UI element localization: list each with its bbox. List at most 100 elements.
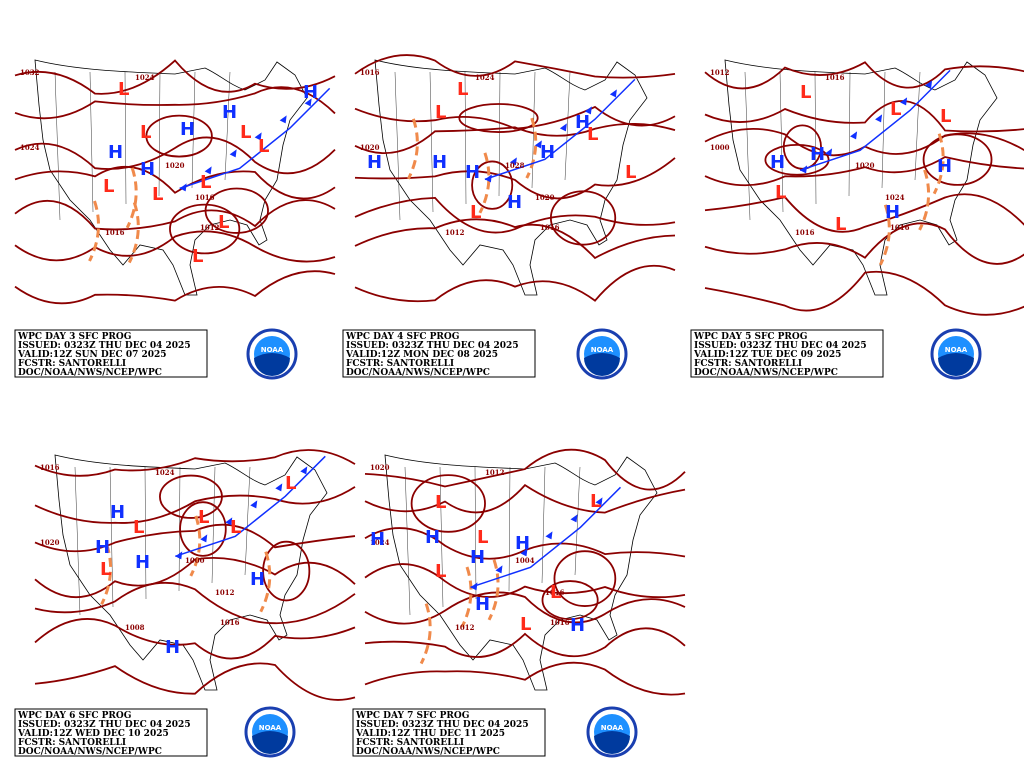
isobar: [704, 156, 1024, 187]
state-line: [124, 71, 127, 205]
isobar-label: 1000: [185, 556, 205, 565]
isobar: [14, 165, 336, 200]
pressure-center: H: [108, 142, 123, 163]
caption-line: DOC/NOAA/NWS/NCEP/WPC: [18, 747, 162, 757]
pressure-center: L: [800, 82, 811, 103]
pressure-center: L: [587, 124, 598, 145]
isobar: [354, 54, 676, 79]
caption-line: DOC/NOAA/NWS/NCEP/WPC: [346, 368, 490, 378]
isobar-label: 1024: [20, 143, 40, 152]
pressure-center: H: [770, 152, 785, 173]
isobar: [364, 661, 686, 696]
caption-box: [14, 708, 208, 757]
isobar: [34, 581, 356, 625]
isobar: [354, 123, 676, 154]
caption-box: [690, 329, 884, 378]
isobar: [34, 556, 356, 599]
state-line: [881, 71, 886, 189]
pressure-center: L: [590, 491, 601, 512]
isobar-label: 1012: [710, 68, 730, 77]
pressure-center: L: [240, 122, 251, 143]
front-pip: [534, 140, 542, 149]
pressure-center: H: [515, 533, 530, 554]
trough: [525, 117, 538, 179]
pressure-center: H: [470, 547, 485, 568]
isobar: [364, 627, 686, 658]
caption-line: WPC DAY 6 SFC PROG: [17, 711, 131, 721]
isobar: [922, 133, 993, 186]
trough: [918, 169, 931, 231]
state-line: [744, 71, 751, 221]
isobar: [458, 103, 539, 133]
isobar: [14, 199, 336, 231]
isobar: [364, 483, 686, 514]
isobar: [34, 449, 356, 477]
pressure-center: H: [575, 112, 590, 133]
isobar-label: 1012: [200, 223, 220, 232]
state-line: [574, 466, 581, 576]
pressure-center: H: [885, 202, 900, 223]
trough: [189, 515, 202, 577]
isobar: [364, 563, 686, 599]
trough: [460, 566, 473, 628]
isobar-label: 1024: [370, 538, 390, 547]
pressure-center: L: [940, 106, 951, 127]
front-pip: [825, 148, 833, 157]
state-line: [564, 71, 571, 181]
isobar: [34, 662, 356, 701]
state-line: [474, 466, 477, 600]
state-line: [498, 71, 501, 197]
pressure-center: H: [475, 594, 490, 615]
isobar: [764, 144, 830, 176]
front-pip: [570, 514, 578, 523]
pressure-center: L: [775, 182, 786, 203]
pressure-center: H: [937, 156, 952, 177]
front-pip: [300, 466, 308, 475]
logo-wave: [252, 731, 288, 754]
isobar-label: 1020: [370, 463, 390, 472]
isobar: [410, 474, 486, 533]
cold-front: [470, 486, 622, 589]
state-line: [404, 466, 411, 616]
caption-line: FCSTR: SANTORELLI: [18, 738, 126, 748]
caption-line: ISSUED: 0323Z THU DEC 04 2025: [356, 720, 529, 730]
logo-text: NOAA: [261, 346, 284, 354]
trough: [478, 152, 491, 214]
isobar: [14, 59, 336, 95]
trough: [878, 204, 891, 266]
caption-line: ISSUED: 0323Z THU DEC 04 2025: [18, 341, 191, 351]
isobar-label: 1020: [535, 193, 555, 202]
isobar: [262, 540, 311, 602]
isobar-label: 1004: [515, 556, 535, 565]
pressure-center: H: [135, 552, 150, 573]
isobar: [354, 196, 676, 234]
caption-line: ISSUED: 0323Z THU DEC 04 2025: [18, 720, 191, 730]
isobar: [354, 105, 676, 130]
state-line: [109, 466, 114, 608]
pressure-center: L: [152, 184, 163, 205]
pressure-center: L: [118, 79, 129, 100]
caption-line: VALID:12Z MON DEC 08 2025: [345, 350, 498, 360]
trough: [127, 202, 140, 264]
coastline: [374, 59, 648, 296]
isobar: [159, 474, 223, 519]
logo-text: NOAA: [591, 346, 614, 354]
state-line: [191, 71, 196, 189]
isobar: [14, 136, 336, 175]
front-pip: [900, 97, 908, 106]
isobar-label: 1008: [125, 623, 145, 632]
state-line: [914, 71, 921, 181]
caption-line: FCSTR: SANTORELLI: [18, 359, 126, 369]
isobar: [471, 160, 514, 210]
pressure-center: L: [140, 122, 151, 143]
isobar-label: 1016: [825, 73, 845, 82]
caption-box: [14, 329, 208, 378]
pressure-center: H: [165, 637, 180, 658]
pressure-center: L: [192, 246, 203, 267]
pressure-center: L: [435, 492, 446, 513]
caption-box: [342, 329, 536, 378]
front-pip: [179, 183, 187, 192]
state-line: [541, 466, 546, 584]
cold-front: [179, 87, 331, 190]
caption-line: FCSTR: SANTORELLI: [346, 359, 454, 369]
